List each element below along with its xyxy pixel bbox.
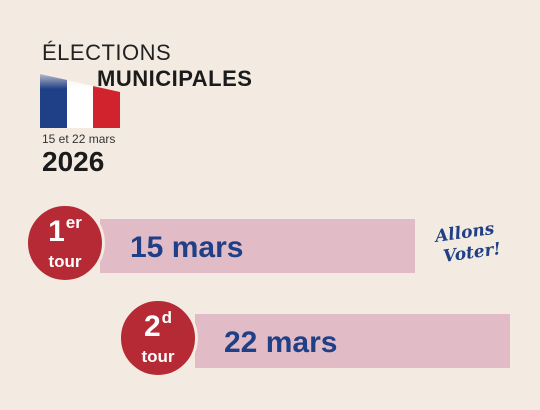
elections-logo: ÉLECTIONS MUNICIPALES 15 et 22 mars 2026 bbox=[0, 0, 280, 190]
round-label: tour bbox=[141, 346, 175, 366]
round-bar bbox=[100, 219, 415, 273]
round-number: 2 bbox=[143, 309, 161, 343]
round-bar bbox=[195, 314, 510, 368]
round-number-wrap: 1er bbox=[48, 214, 82, 248]
logo-dates: 15 et 22 mars bbox=[42, 132, 116, 146]
logo-title-line1: ÉLECTIONS bbox=[42, 40, 172, 65]
round-number-wrap: 2d bbox=[143, 309, 172, 343]
round-number: 1 bbox=[48, 214, 65, 248]
french-flag-icon bbox=[40, 68, 120, 128]
round-date: 22 mars bbox=[224, 326, 338, 359]
round-badge: 1er tour bbox=[25, 203, 105, 283]
logo-year: 2026 bbox=[42, 146, 105, 177]
round-date: 15 mars bbox=[130, 231, 244, 264]
round-number-suffix: d bbox=[161, 307, 173, 327]
logo-title-line2: MUNICIPALES bbox=[97, 66, 253, 91]
round-number-suffix: er bbox=[65, 212, 82, 232]
allons-voter-slogan: Allons Voter! bbox=[432, 222, 512, 268]
round-label: tour bbox=[48, 251, 82, 271]
round-badge: 2d tour bbox=[118, 298, 198, 378]
